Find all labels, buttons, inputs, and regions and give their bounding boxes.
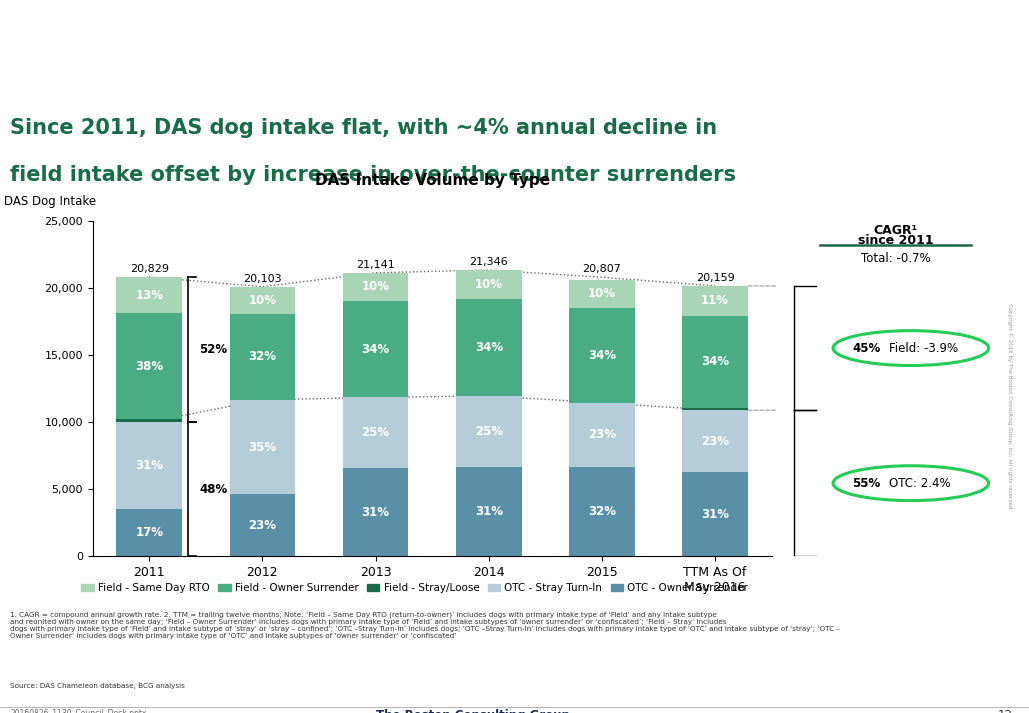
Text: 31%: 31% bbox=[135, 459, 164, 472]
Text: 11%: 11% bbox=[701, 294, 730, 307]
Text: since 2011: since 2011 bbox=[858, 235, 933, 247]
Bar bbox=[229, 314, 295, 400]
Bar bbox=[569, 467, 635, 556]
Bar bbox=[343, 397, 409, 468]
Text: 25%: 25% bbox=[361, 426, 390, 439]
Text: 10%: 10% bbox=[588, 287, 616, 300]
Text: 20,103: 20,103 bbox=[243, 274, 282, 284]
Bar bbox=[682, 473, 748, 556]
Bar bbox=[569, 403, 635, 467]
Text: 1. CAGR = compound annual growth rate. 2. TTM = trailing twelve months; Note: ‘F: 1. CAGR = compound annual growth rate. 2… bbox=[10, 612, 841, 639]
Bar bbox=[682, 408, 748, 410]
Text: 21,346: 21,346 bbox=[469, 257, 508, 267]
Text: 17%: 17% bbox=[135, 526, 164, 539]
Text: 34%: 34% bbox=[588, 349, 616, 361]
Text: 20,159: 20,159 bbox=[696, 273, 735, 283]
Text: Copyright © 2016 by The Boston Consulting Group, Inc. All rights reserved.: Copyright © 2016 by The Boston Consultin… bbox=[1007, 303, 1013, 510]
Bar bbox=[456, 270, 522, 299]
Text: Source: DAS Chameleon database, BCG analysis: Source: DAS Chameleon database, BCG anal… bbox=[10, 684, 185, 689]
Text: 52%: 52% bbox=[199, 343, 227, 356]
Text: The Boston Consulting Group: The Boston Consulting Group bbox=[377, 709, 570, 713]
Text: 12: 12 bbox=[998, 709, 1014, 713]
Text: 20160826_1130_Council_Deck.pptx: 20160826_1130_Council_Deck.pptx bbox=[10, 709, 147, 713]
Legend: Field - Same Day RTO, Field - Owner Surrender, Field - Stray/Loose, OTC - Stray : Field - Same Day RTO, Field - Owner Surr… bbox=[77, 579, 752, 597]
Text: 48%: 48% bbox=[199, 483, 227, 496]
Bar bbox=[682, 410, 748, 473]
Bar bbox=[116, 422, 182, 508]
Text: 32%: 32% bbox=[248, 350, 277, 363]
Text: 10%: 10% bbox=[474, 278, 503, 291]
Bar bbox=[343, 468, 409, 556]
Bar bbox=[456, 396, 522, 468]
Bar bbox=[116, 419, 182, 422]
Text: 31%: 31% bbox=[474, 506, 503, 518]
Text: field intake offset by increase in over-the-counter surrenders: field intake offset by increase in over-… bbox=[10, 165, 736, 185]
Text: 20,829: 20,829 bbox=[130, 264, 169, 274]
Bar bbox=[456, 468, 522, 556]
Text: 31%: 31% bbox=[701, 508, 730, 520]
Bar bbox=[343, 273, 409, 301]
Text: CAGR¹: CAGR¹ bbox=[874, 224, 918, 237]
Text: DAS Dog Intake: DAS Dog Intake bbox=[4, 195, 97, 207]
Text: 45%: 45% bbox=[852, 342, 881, 354]
Bar bbox=[229, 287, 295, 314]
Text: 10%: 10% bbox=[361, 280, 390, 294]
Text: OTC: 2.4%: OTC: 2.4% bbox=[889, 477, 951, 490]
Bar bbox=[229, 400, 295, 494]
Bar bbox=[569, 280, 635, 308]
Text: Field: -3.9%: Field: -3.9% bbox=[889, 342, 958, 354]
Bar bbox=[456, 299, 522, 396]
Text: 13%: 13% bbox=[135, 289, 164, 302]
Bar bbox=[116, 508, 182, 556]
Text: 23%: 23% bbox=[701, 435, 730, 448]
Bar bbox=[569, 308, 635, 403]
Bar bbox=[229, 494, 295, 556]
Text: 34%: 34% bbox=[701, 355, 730, 368]
Text: 38%: 38% bbox=[135, 360, 164, 373]
Text: 10%: 10% bbox=[248, 294, 277, 307]
Text: 32%: 32% bbox=[588, 505, 616, 518]
Bar bbox=[116, 277, 182, 313]
Bar bbox=[682, 316, 748, 408]
Text: 34%: 34% bbox=[474, 341, 503, 354]
Text: 23%: 23% bbox=[588, 429, 616, 441]
Text: Since 2011, DAS dog intake flat, with ~4% annual decline in: Since 2011, DAS dog intake flat, with ~4… bbox=[10, 118, 717, 138]
Text: 25%: 25% bbox=[474, 425, 503, 438]
Bar bbox=[116, 313, 182, 419]
Text: Total: -0.7%: Total: -0.7% bbox=[861, 252, 930, 265]
Text: 20,807: 20,807 bbox=[582, 265, 622, 275]
Bar bbox=[682, 286, 748, 316]
Text: 34%: 34% bbox=[361, 343, 390, 356]
Text: DAS Intake Volume by Type: DAS Intake Volume by Type bbox=[315, 173, 549, 188]
Text: 23%: 23% bbox=[248, 518, 277, 532]
Text: 35%: 35% bbox=[248, 441, 277, 453]
Text: 31%: 31% bbox=[361, 506, 390, 519]
Text: 21,141: 21,141 bbox=[356, 260, 395, 270]
Text: 55%: 55% bbox=[852, 477, 881, 490]
Bar bbox=[343, 301, 409, 397]
